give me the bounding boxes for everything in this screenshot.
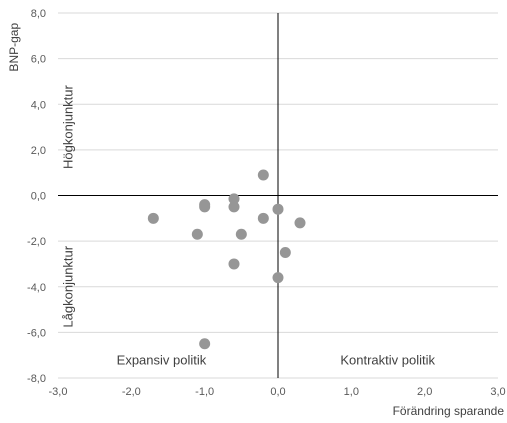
data-point xyxy=(228,201,240,213)
x-tick-label: 3,0 xyxy=(490,386,505,398)
y-tick-label: 6,0 xyxy=(31,54,46,66)
x-tick-label: -2,0 xyxy=(122,386,141,398)
x-tick-label: 2,0 xyxy=(417,386,432,398)
data-point xyxy=(272,203,284,215)
x-tick-label: 0,0 xyxy=(270,386,285,398)
y-tick-label: 8,0 xyxy=(31,8,46,20)
y-tick-label: 4,0 xyxy=(31,99,46,111)
data-point xyxy=(199,201,211,213)
y-tick-label: -6,0 xyxy=(27,327,46,339)
data-point xyxy=(272,272,284,284)
y-tick-label: 0,0 xyxy=(31,191,46,203)
data-point xyxy=(279,247,291,259)
x-tick-label: -1,0 xyxy=(195,386,214,398)
y-tick-label: -2,0 xyxy=(27,236,46,248)
x-tick-labels: -3,0 -2,0 -1,0 0,0 1,0 2,0 3,0 xyxy=(49,386,506,398)
data-point xyxy=(294,217,306,229)
x-tick-label: 1,0 xyxy=(344,386,359,398)
annotation-expansiv-politik: Expansiv politik xyxy=(117,352,207,367)
data-point xyxy=(228,258,240,270)
data-point xyxy=(228,193,240,205)
annotation-hogkonjunktur: Högkonjunktur xyxy=(61,84,76,168)
y-tick-label: -8,0 xyxy=(27,373,46,385)
x-axis-label: Förändring sparande xyxy=(393,404,505,418)
data-point xyxy=(199,338,211,350)
data-point xyxy=(235,228,247,240)
data-points xyxy=(147,169,306,350)
y-axis-label: BNP-gap xyxy=(7,23,21,72)
x-tick-label: -3,0 xyxy=(49,386,68,398)
annotation-kontraktiv-politik: Kontraktiv politik xyxy=(340,352,435,367)
annotation-lagkonjunktur: Lågkonjunktur xyxy=(61,245,76,327)
y-tick-label: 2,0 xyxy=(31,145,46,157)
y-tick-labels: 8,0 6,0 4,0 2,0 0,0 -2,0 -4,0 -6,0 -8,0 xyxy=(27,8,46,385)
axes xyxy=(58,13,498,378)
data-point xyxy=(147,212,159,224)
data-point xyxy=(191,228,203,240)
data-point xyxy=(257,212,269,224)
data-point xyxy=(257,169,269,181)
y-tick-label: -4,0 xyxy=(27,282,46,294)
